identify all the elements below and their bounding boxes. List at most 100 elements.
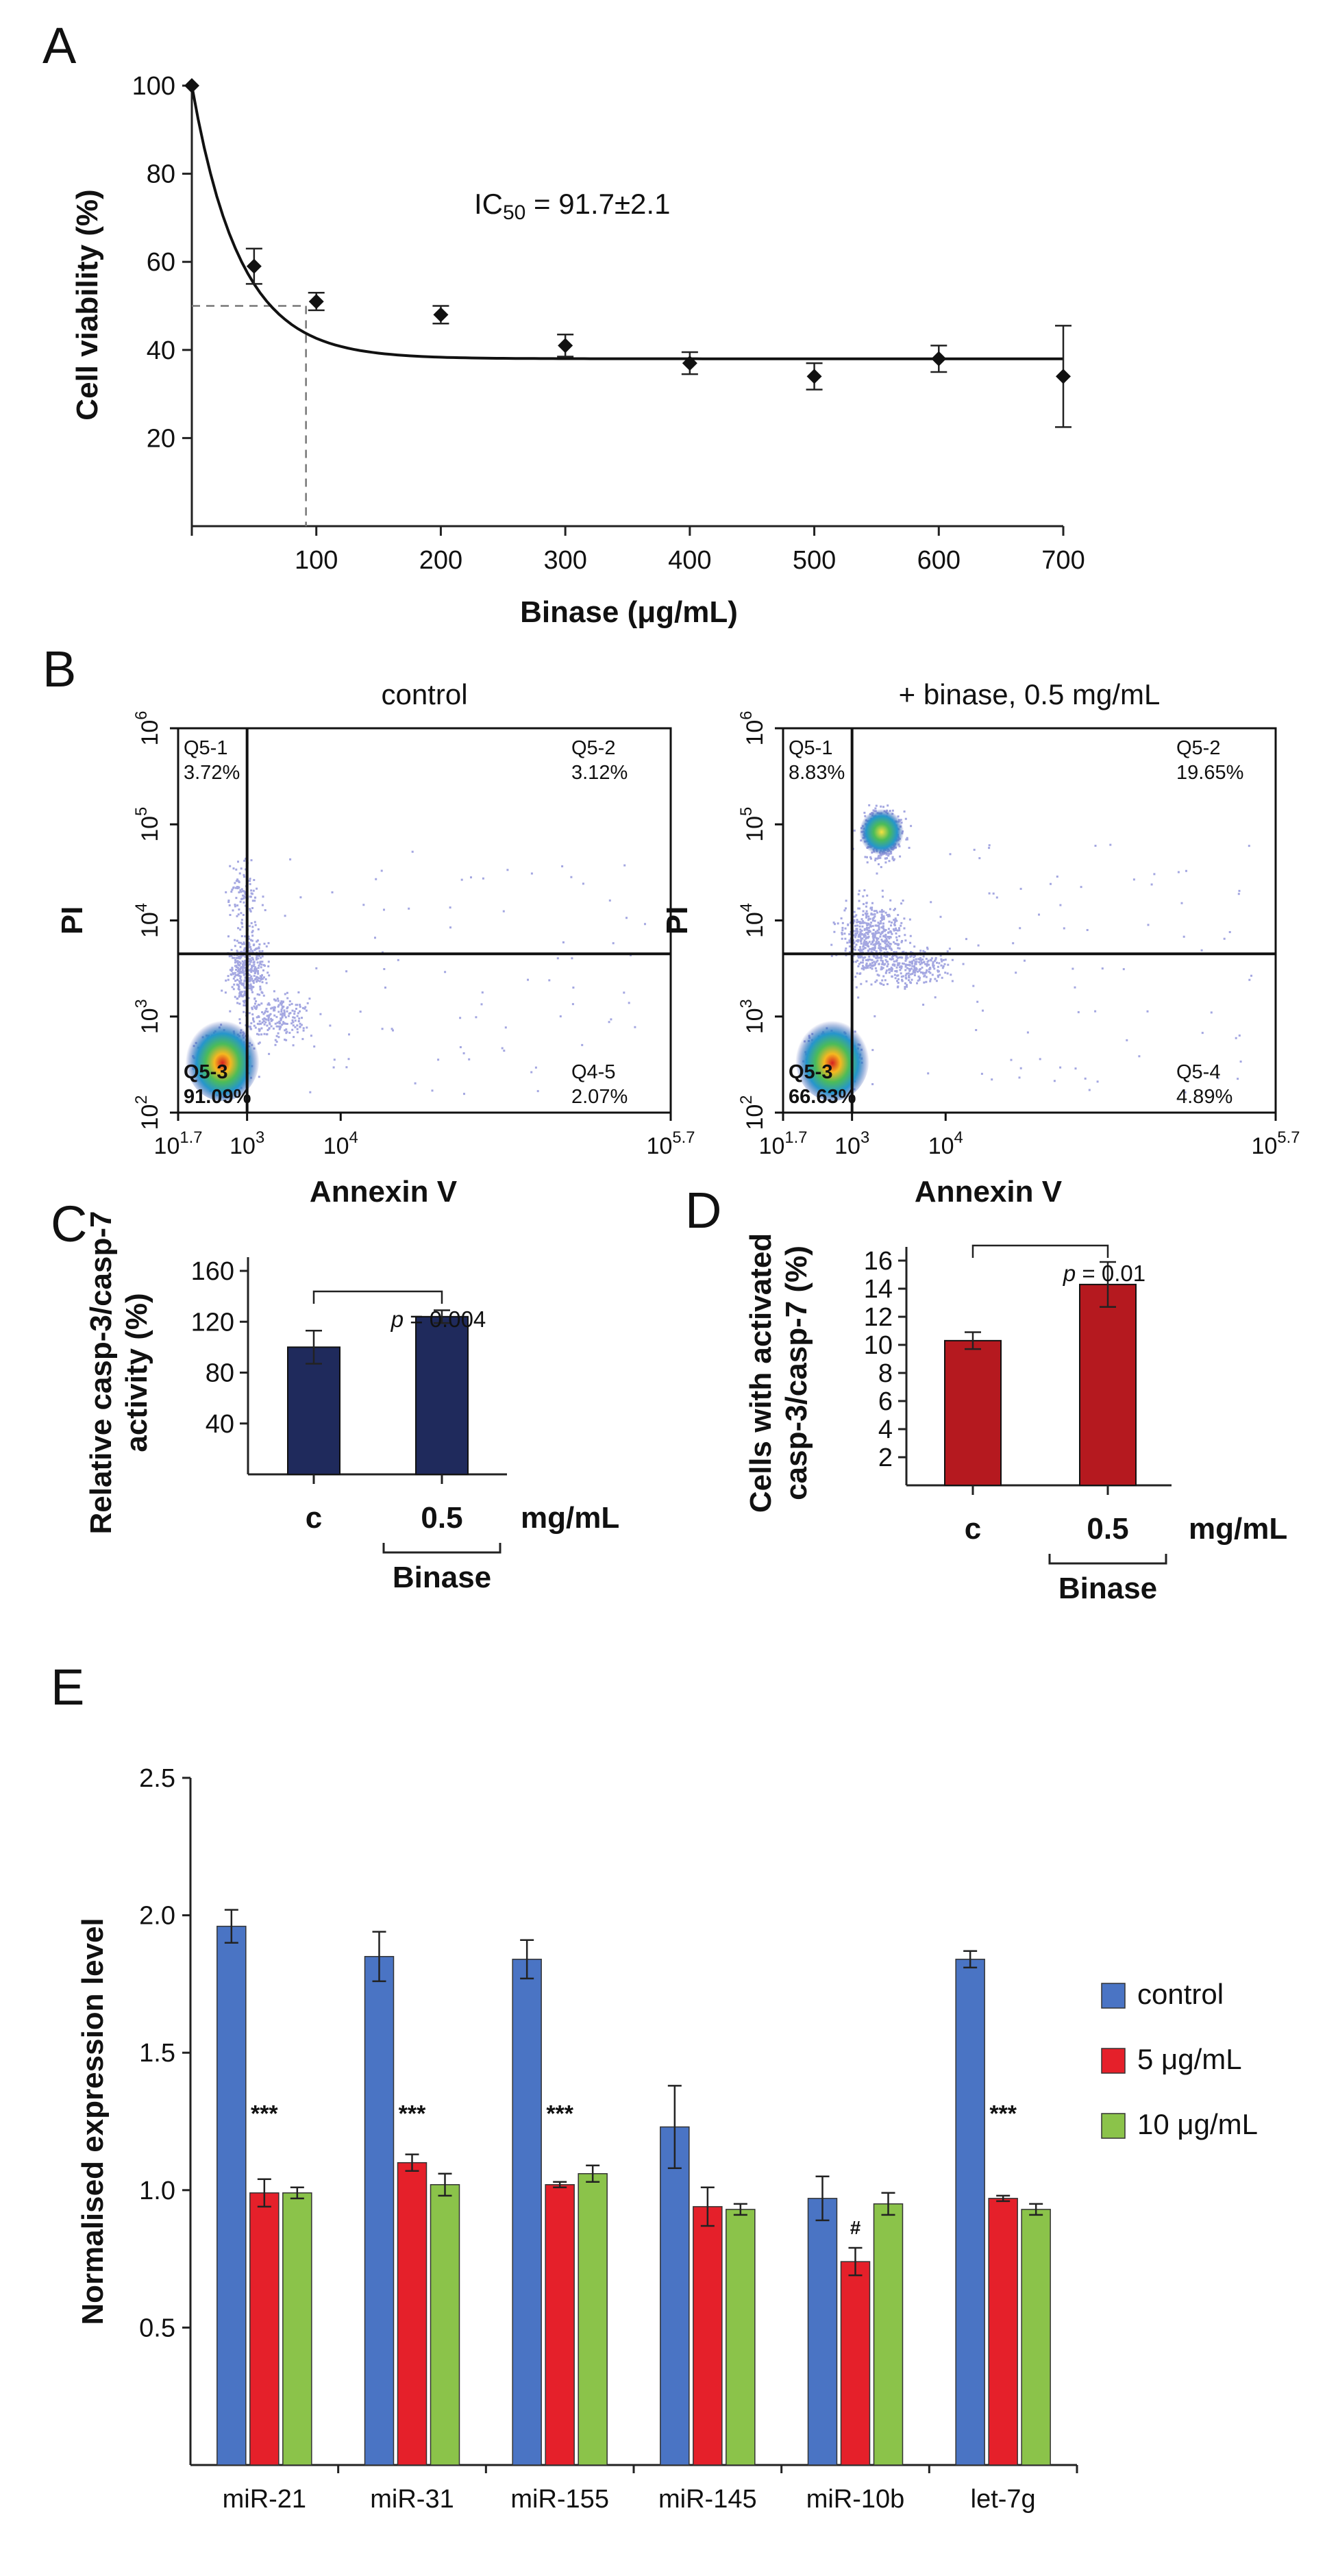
panel-a-data-point — [931, 351, 947, 367]
panel-b-quadrant-name: Q5-3 — [184, 1061, 227, 1083]
panel-b-x-tick-label: 105.7 — [1252, 1128, 1300, 1159]
panel-d-bar — [944, 1339, 1002, 1486]
panel-e-y-tick-label: 0.5 — [139, 2314, 175, 2342]
panel-b-x-tick-label: 104 — [323, 1128, 358, 1159]
panel-e-x-tick-label: miR-21 — [223, 2485, 306, 2514]
panel-d-y-tick-label: 8 — [878, 1359, 893, 1388]
panel-a-x-tick-label: 700 — [1041, 546, 1085, 575]
panel-e-bar — [807, 2198, 838, 2466]
panel-e-bar — [364, 1956, 395, 2466]
panel-d-y-tick-label: 12 — [864, 1303, 893, 1332]
panel-b-y-tick-label: 105 — [132, 807, 163, 842]
panel-a-data-point — [246, 258, 262, 274]
panel-d-bar — [1079, 1283, 1137, 1486]
panel-a-data-point — [558, 338, 573, 354]
panel-letter-c: C — [51, 1196, 87, 1252]
panel-b-plot-title: + binase, 0.5 mg/mL — [899, 678, 1161, 710]
panel-a-data-point — [308, 294, 324, 310]
panel-b-density-hotspot — [859, 808, 904, 856]
panel-b-y-tick-label: 102 — [132, 1095, 163, 1130]
panel-e-x-tick-label: let-7g — [971, 2485, 1036, 2514]
panel-c-significance-bracket — [312, 1290, 443, 1304]
panel-d-y-axis-title: Cells with activatedcasp-3/casp-7 (%) — [744, 1233, 813, 1513]
panel-e-bar — [282, 2192, 312, 2466]
panel-b-flow-cytometry: control Q5-1 3.72% Q5-2 3.12% Q5-3 91.09% Q4-5 2… — [55, 678, 1300, 1209]
panel-b-y-tick-label: 103 — [132, 999, 163, 1034]
panel-e-legend-swatch — [1101, 2113, 1126, 2139]
panel-b-density-hotspot — [185, 1016, 260, 1102]
panel-c-group-label: Binase — [393, 1561, 491, 1594]
panel-b-x-tick-label: 101.7 — [154, 1128, 203, 1159]
panel-a-x-tick-label: 200 — [419, 546, 462, 575]
panel-letter-a: A — [42, 17, 77, 74]
panel-c-y-tick-label: 160 — [191, 1257, 234, 1286]
panel-e-bar — [545, 2184, 575, 2466]
panel-c-y-tick-label: 120 — [191, 1308, 234, 1337]
panel-e-y-axis-title: Normalised expression level — [76, 1918, 110, 2325]
panel-e-significance-mark: *** — [251, 2101, 278, 2127]
panel-d-unit-label: mg/mL — [1189, 1512, 1287, 1546]
panel-e-significance-mark: # — [850, 2217, 861, 2238]
panel-b-y-axis-title: PI — [660, 906, 694, 935]
panel-c-bar — [287, 1346, 340, 1475]
panel-b-quadrant-name: Q5-1 — [184, 737, 227, 759]
panel-e-bar — [840, 2261, 871, 2466]
panel-d-y-tick-label: 6 — [878, 1387, 893, 1416]
panel-e-bar — [693, 2206, 723, 2466]
panel-c-group-bracket — [382, 1543, 501, 1554]
panel-letter-b: B — [42, 641, 76, 697]
panel-b-quadrant-percent: 8.83% — [789, 762, 845, 784]
panel-a-x-tick-label: 600 — [917, 546, 961, 575]
panel-b-quadrant-name: Q5-2 — [571, 737, 615, 759]
panel-e-legend-label: 5 μg/mL — [1137, 2043, 1242, 2075]
panel-d-x-tick-label: 0.5 — [1087, 1512, 1128, 1546]
panel-e-legend-label: 10 μg/mL — [1137, 2108, 1258, 2140]
panel-e-legend-label: control — [1137, 1978, 1224, 2010]
panel-a-data-point — [1056, 369, 1071, 384]
panel-b-quadrant-name: Q5-2 — [1176, 737, 1220, 759]
panel-e-bar — [430, 2184, 460, 2466]
panel-e-x-tick-label: miR-155 — [510, 2485, 609, 2514]
panel-c-unit-label: mg/mL — [521, 1501, 619, 1535]
panel-letter-d: D — [685, 1182, 721, 1239]
panel-d-significance-bracket — [971, 1244, 1109, 1258]
panel-b-plot-binase: + binase, 0.5 mg/mL Q5-1 8.83% Q5-2 19.65% Q5… — [660, 678, 1300, 1209]
panel-a-data-point — [433, 307, 449, 323]
panel-a-y-tick-label: 40 — [147, 336, 175, 365]
panel-c-caspase-activity-chart: 40 80 120 160 c 0.5 mg/mL Binase p = 0.004 Relati… — [84, 1211, 619, 1594]
panel-e-x-tick-label: miR-10b — [806, 2485, 905, 2514]
panel-b-x-tick-label: 103 — [230, 1128, 264, 1159]
panel-b-quadrant-name: Q5-4 — [1176, 1061, 1220, 1083]
panel-e-legend-swatch — [1101, 1983, 1126, 2009]
panel-e-significance-mark: *** — [546, 2101, 573, 2127]
panel-e-y-tick-label: 1.5 — [139, 2039, 175, 2068]
panel-b-y-tick-label: 106 — [132, 710, 163, 745]
panel-e-bar — [873, 2203, 904, 2466]
panel-b-y-axis-title: PI — [55, 906, 89, 935]
panel-a-ic50-annotation: IC50 = 91.7±2.1 — [474, 188, 670, 224]
panel-c-bar — [415, 1315, 469, 1475]
panel-b-y-tick-label: 102 — [737, 1095, 768, 1130]
panel-b-quadrant-name: Q5-1 — [789, 737, 832, 759]
panel-a-y-tick-label: 100 — [132, 72, 175, 101]
panel-e-mirna-expression-chart: 0.5 1.0 1.5 2.0 2.5 Normalised expression lev… — [76, 1764, 1258, 2514]
panel-a-x-tick-label: 100 — [295, 546, 338, 575]
panel-d-y-tick-label: 14 — [864, 1275, 893, 1304]
panel-a-y-axis-title: Cell viability (%) — [71, 189, 104, 420]
panel-a-x-tick-label: 400 — [668, 546, 711, 575]
panel-a-x-axis-title: Binase (μg/mL) — [520, 595, 738, 629]
panel-b-quadrant-percent: 66.63% — [789, 1086, 856, 1108]
panel-c-y-axis-title: Relative casp-3/casp-7activity (%) — [84, 1211, 153, 1534]
panel-c-x-tick-label: c — [306, 1501, 322, 1535]
panel-b-quadrant-percent: 2.07% — [571, 1086, 628, 1108]
panel-e-bar — [988, 2198, 1018, 2466]
panel-b-y-tick-label: 103 — [737, 999, 768, 1034]
panel-d-y-tick-label: 10 — [864, 1331, 893, 1360]
panel-b-plot-control: control Q5-1 3.72% Q5-2 3.12% Q5-3 91.09% Q4-5 2… — [55, 678, 695, 1209]
panel-b-quadrant-percent: 19.65% — [1176, 762, 1243, 784]
panel-e-x-tick-label: miR-31 — [370, 2485, 454, 2514]
panel-e-bar — [512, 1959, 542, 2466]
panel-b-x-axis-title: Annexin V — [915, 1175, 1063, 1209]
